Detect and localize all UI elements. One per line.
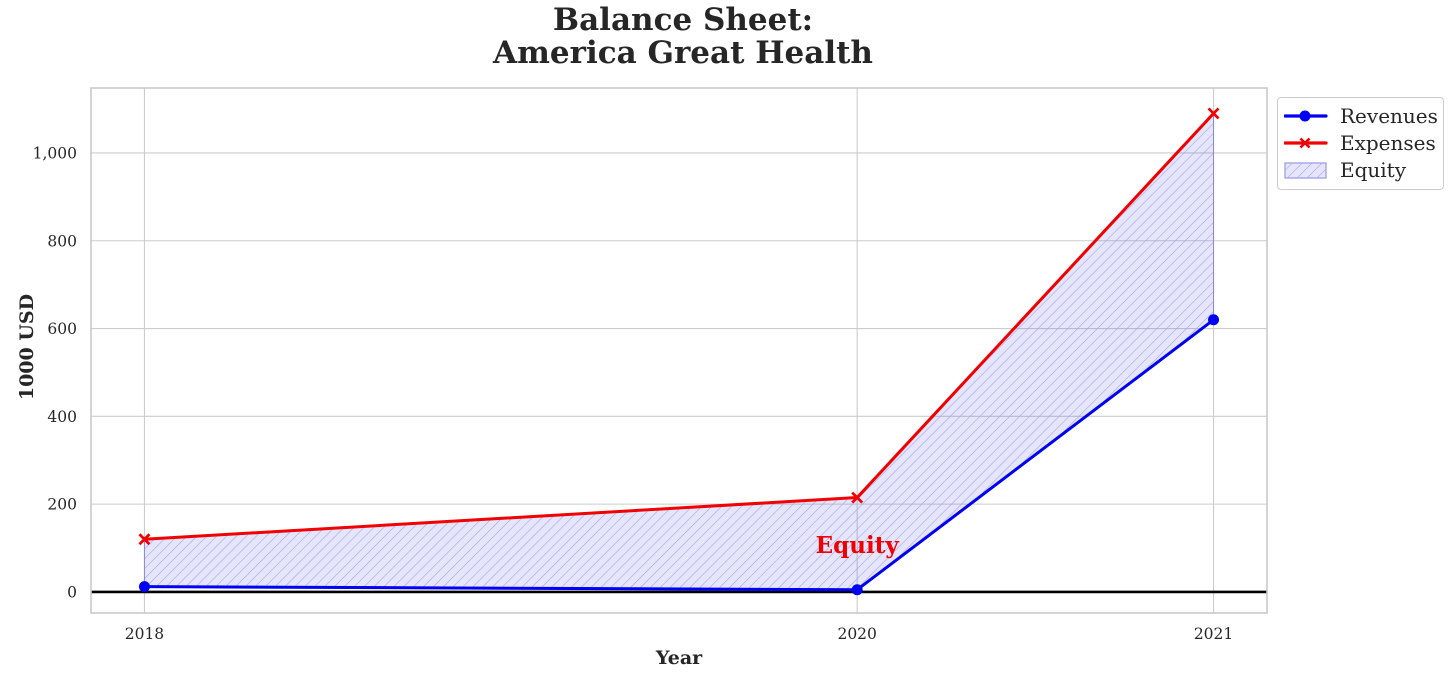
legend: Revenues Expenses Equity — [1277, 97, 1444, 190]
chart-title: Balance Sheet: America Great Health — [493, 2, 873, 71]
y-tick-label: 600 — [47, 320, 77, 338]
equity-swatch-icon — [1284, 161, 1327, 179]
legend-item-equity: Equity — [1284, 157, 1437, 182]
legend-item-expenses: Expenses — [1284, 130, 1437, 155]
plot-border — [90, 87, 1268, 614]
legend-label: Expenses — [1340, 130, 1436, 155]
expenses-markers — [138, 107, 1220, 546]
expenses-swatch-icon — [1284, 137, 1328, 148]
y-axis-label: 1000 USD — [16, 293, 38, 401]
y-tick-label: 800 — [47, 232, 77, 250]
y-tick-label: 0 — [67, 583, 77, 601]
x-tick-label: 2018 — [125, 625, 164, 643]
y-tick-label: 400 — [47, 408, 77, 426]
x-tick-label: 2021 — [1194, 625, 1233, 643]
revenues-markers — [138, 314, 1220, 596]
y-tick-label: 1,000 — [33, 144, 77, 162]
equity-fill-hatch — [143, 112, 1215, 591]
equity-annotation: Equity — [816, 532, 900, 559]
x-axis-label: Year — [655, 647, 703, 669]
y-tick-label: 200 — [47, 496, 77, 514]
x-tick-label: 2020 — [837, 625, 876, 643]
revenues-swatch-icon — [1284, 110, 1328, 121]
legend-item-revenues: Revenues — [1284, 103, 1438, 128]
legend-label: Revenues — [1340, 103, 1438, 128]
legend-label: Equity — [1340, 157, 1407, 182]
